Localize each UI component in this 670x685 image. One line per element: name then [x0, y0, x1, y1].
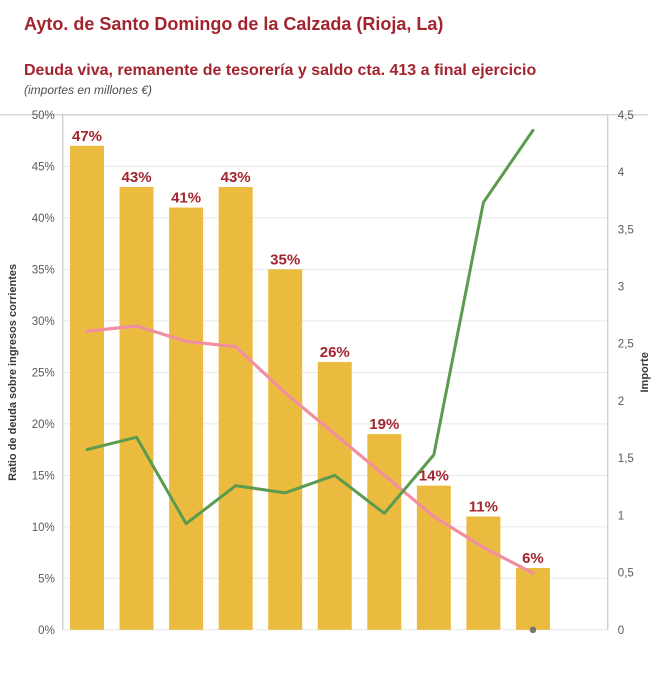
svg-text:Ratio de deuda sobre ingresos: Ratio de deuda sobre ingresos corrientes [7, 264, 19, 481]
svg-text:0: 0 [618, 625, 624, 637]
svg-text:20%: 20% [32, 419, 55, 431]
svg-text:43%: 43% [122, 169, 152, 186]
svg-text:2,5: 2,5 [618, 339, 634, 351]
svg-text:47%: 47% [72, 128, 102, 145]
svg-text:45%: 45% [32, 161, 55, 173]
svg-text:40%: 40% [32, 213, 55, 225]
svg-text:2: 2 [618, 396, 624, 408]
svg-text:35%: 35% [32, 264, 55, 276]
svg-text:6%: 6% [522, 550, 544, 567]
svg-text:Importe: Importe [639, 352, 651, 392]
svg-text:0,5: 0,5 [618, 568, 634, 580]
svg-text:0%: 0% [38, 625, 55, 637]
svg-text:26%: 26% [320, 344, 350, 361]
svg-text:3: 3 [618, 282, 624, 294]
svg-text:25%: 25% [32, 367, 55, 379]
svg-text:4,5: 4,5 [618, 110, 634, 122]
svg-text:1: 1 [618, 510, 624, 522]
svg-text:41%: 41% [171, 190, 201, 207]
svg-text:50%: 50% [32, 110, 55, 122]
svg-text:30%: 30% [32, 316, 55, 328]
svg-text:15%: 15% [32, 470, 55, 482]
svg-text:43%: 43% [221, 169, 251, 186]
svg-text:19%: 19% [369, 416, 399, 433]
svg-text:4: 4 [618, 167, 625, 179]
svg-text:10%: 10% [32, 522, 55, 534]
svg-text:3,5: 3,5 [618, 224, 634, 236]
svg-text:14%: 14% [419, 468, 449, 485]
svg-text:5%: 5% [38, 573, 55, 585]
svg-text:35%: 35% [270, 251, 300, 268]
svg-text:1,5: 1,5 [618, 453, 634, 465]
svg-text:11%: 11% [469, 499, 498, 516]
